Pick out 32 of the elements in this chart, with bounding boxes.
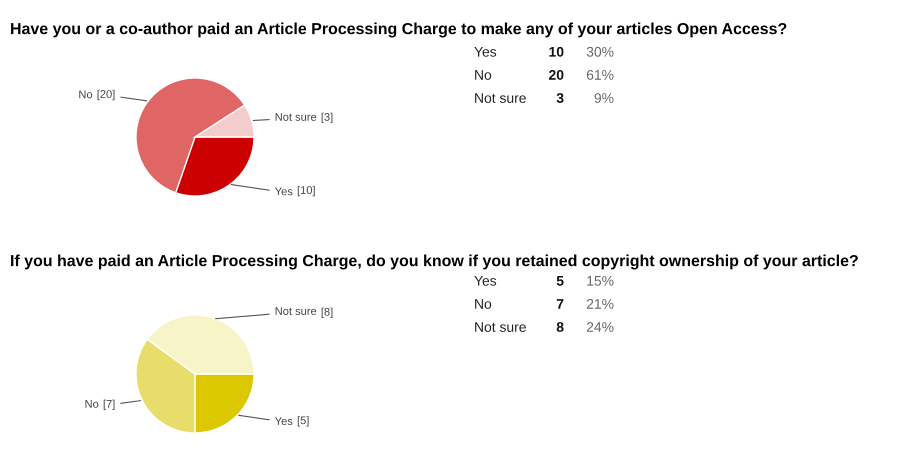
text: 5 (556, 276, 564, 286)
text: 61% (586, 70, 614, 80)
slice-label: Not sure (276, 307, 316, 315)
text: No (475, 70, 492, 80)
text: Not sure (475, 93, 526, 103)
data-label: [8] (322, 308, 332, 318)
text: Have you or a co-author paid an Article Processing Charge to make any of your articles Open Access? (11, 22, 786, 38)
slice-label: Yes (274, 188, 292, 196)
text: 15% (587, 276, 614, 286)
data-label: [10] (298, 186, 315, 196)
text: 3 (556, 93, 564, 103)
slice-label: Not sure (276, 113, 316, 121)
text: 24% (586, 322, 614, 332)
data-label: [5] (298, 416, 309, 426)
slice-label: No (85, 400, 98, 408)
text: 21% (586, 298, 614, 309)
text: Yes (474, 276, 496, 286)
text: If you have paid an Article Processing Charge, do you know if you retained copyright ownership of your article? (11, 254, 858, 270)
text: 7 (556, 299, 564, 309)
slice-label: Yes (274, 417, 292, 425)
text: 30% (586, 46, 614, 57)
text: 20 (549, 70, 564, 80)
text: No (475, 299, 492, 309)
data-label: [7] (104, 400, 114, 410)
text: Yes (474, 47, 496, 57)
text: 10 (549, 46, 564, 57)
slice-label: No (79, 90, 92, 98)
text: Not sure (475, 322, 526, 332)
data-label: [20] (98, 90, 114, 100)
text: 8 (556, 322, 564, 332)
text: 9% (594, 93, 614, 103)
data-label: [3] (322, 112, 332, 124)
